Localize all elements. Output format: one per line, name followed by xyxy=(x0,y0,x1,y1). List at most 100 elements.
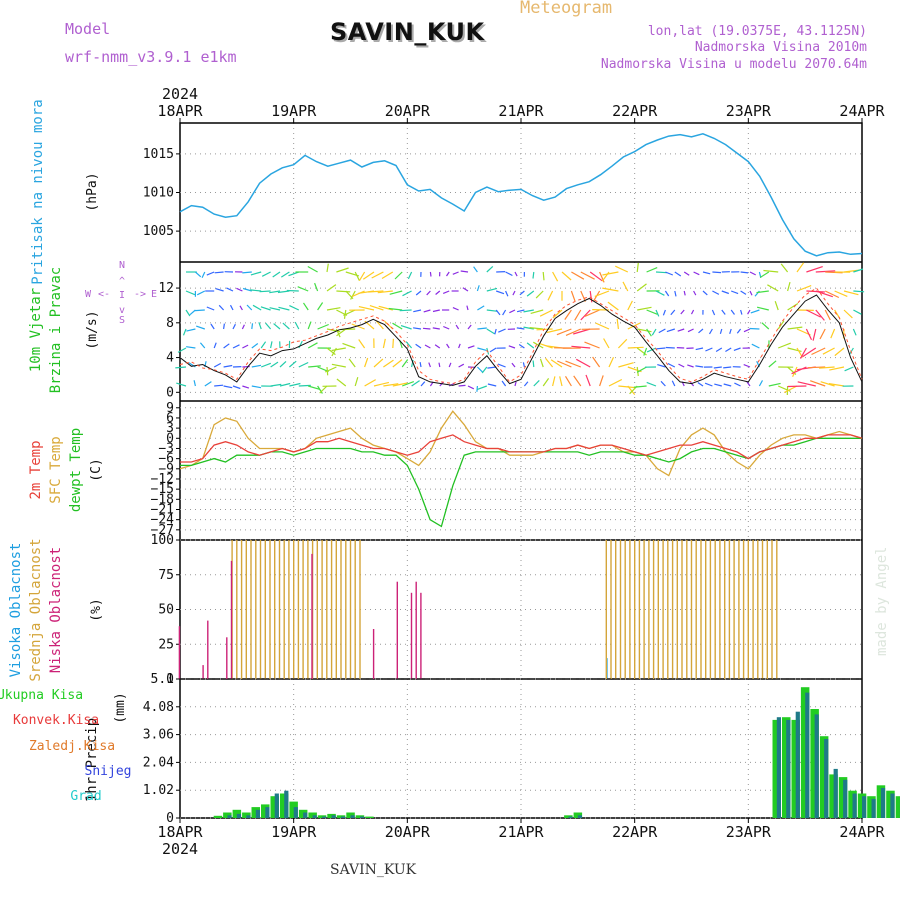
wind-arrow xyxy=(494,328,497,335)
wind-arrow xyxy=(394,271,403,280)
wind-arrow xyxy=(791,366,807,375)
wind-arrow xyxy=(589,271,603,282)
precip-bar xyxy=(800,687,810,818)
wind-arrow xyxy=(242,365,250,368)
wind-arrow xyxy=(371,271,384,279)
wind-arrow xyxy=(251,323,254,330)
wind-arrow xyxy=(415,343,422,349)
wind-arrow xyxy=(518,344,525,349)
wind-arrow xyxy=(272,271,281,278)
wind-arrow xyxy=(261,271,271,277)
temp-y-tick-label: −9 xyxy=(158,462,174,477)
wind-arrow xyxy=(576,358,591,368)
wind-arrow xyxy=(711,309,716,316)
wind-arrow xyxy=(526,342,535,349)
wind-arrow xyxy=(547,290,554,301)
wind-arrow xyxy=(618,362,634,368)
wind-arrow xyxy=(297,286,309,292)
wind-arrow xyxy=(319,385,328,394)
wind-arrow xyxy=(497,363,506,368)
wind-arrow xyxy=(834,347,845,357)
wind-arrow xyxy=(708,328,713,335)
precip-y-tick-label: 2.04 xyxy=(143,755,174,770)
wind-arrow xyxy=(477,327,487,330)
temp-y-tick-label: −3 xyxy=(158,441,174,456)
wind-arrow xyxy=(185,309,191,317)
wind-arrow xyxy=(375,320,384,330)
precip-bar xyxy=(236,813,241,818)
wind-arrow xyxy=(761,322,770,330)
wind-arrow xyxy=(806,309,821,318)
wind-arrow xyxy=(633,385,647,388)
wind-arrow xyxy=(820,381,835,387)
precip-bar xyxy=(213,815,223,818)
wind-arrow xyxy=(265,322,272,330)
wind-arrow xyxy=(251,343,259,349)
wind-arrow xyxy=(218,304,225,311)
wind-arrow xyxy=(678,363,685,368)
precip-bar xyxy=(327,813,336,818)
wind-arrow xyxy=(516,309,525,313)
wind-direction-rose-label: -> xyxy=(134,289,146,300)
wind-y-tick-label: 12 xyxy=(158,281,174,296)
wind-arrow xyxy=(815,290,833,298)
wind-arrow xyxy=(702,271,711,275)
wind-arrow xyxy=(351,323,365,330)
wind-direction-rose-label: ^ xyxy=(119,276,125,287)
wind-arrow xyxy=(535,290,544,299)
wind-arrow xyxy=(646,309,658,315)
precip-bar xyxy=(255,809,260,818)
x-tick-label-bottom: 18APR xyxy=(157,823,203,841)
precip-bar xyxy=(862,796,867,818)
precip-bar xyxy=(824,739,829,818)
wind-arrow xyxy=(812,328,817,341)
wind-arrow xyxy=(787,281,791,292)
temp-ylabel-2m: 2m Temp xyxy=(28,440,44,499)
wind-arrow xyxy=(662,309,666,316)
wind-arrow xyxy=(336,267,349,273)
x-tick-label-top: 24APR xyxy=(839,102,885,120)
precip-bar xyxy=(838,777,848,818)
x-tick-label-top: 19APR xyxy=(271,102,317,120)
wind-gust-series xyxy=(179,287,863,385)
wind-arrow xyxy=(317,302,324,311)
wind-arrow xyxy=(336,328,347,337)
wind-arrow xyxy=(746,381,751,387)
wind-arrow xyxy=(627,385,636,395)
precip-y-tick-label: 1.02 xyxy=(143,783,174,798)
wind-arrow xyxy=(270,341,273,349)
model-name: wrf-nmm_v3.9.1 e1km xyxy=(65,48,237,66)
wind-arrow xyxy=(307,265,318,273)
wind-arrow xyxy=(704,382,713,387)
wind-arrow xyxy=(627,322,641,330)
precip-bar xyxy=(843,779,848,818)
wind-arrow xyxy=(777,320,785,330)
wind-arrow xyxy=(787,326,803,330)
wind-arrow xyxy=(674,290,677,297)
wind-arrow xyxy=(185,290,196,296)
wind-arrow xyxy=(429,271,432,277)
precip-bar xyxy=(227,815,232,818)
precip-bar xyxy=(331,815,336,818)
wind-arrow xyxy=(358,306,375,311)
wind-arrow xyxy=(378,305,393,311)
wind-arrow xyxy=(435,290,441,295)
wind-arrow xyxy=(277,290,290,294)
precip-bar xyxy=(814,714,819,818)
wind-arrow xyxy=(695,365,704,368)
wind-arrow xyxy=(819,366,835,369)
wind-arrow xyxy=(298,340,303,349)
wind-arrow xyxy=(670,309,676,316)
wind-arrow xyxy=(822,347,835,355)
wind-arrow xyxy=(383,359,394,368)
wind-arrow xyxy=(743,364,751,368)
wind-arrow xyxy=(529,327,544,330)
precip-unit-label: (mm) xyxy=(113,692,128,723)
wind-arrow xyxy=(250,271,262,276)
wind-arrow xyxy=(177,347,187,353)
wind-arrow xyxy=(565,360,582,368)
wind-arrow xyxy=(627,300,633,311)
wind-arrow xyxy=(314,282,319,292)
wind-arrow xyxy=(719,328,723,334)
wind-arrow xyxy=(369,305,384,311)
